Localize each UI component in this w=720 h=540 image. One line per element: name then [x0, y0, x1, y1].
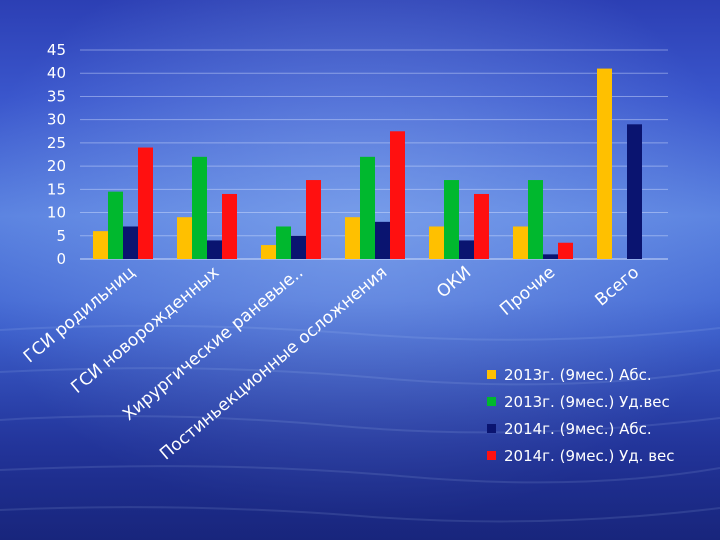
y-tick-label: 35	[47, 87, 66, 105]
bar	[444, 180, 459, 259]
bar	[123, 226, 138, 259]
y-tick-label: 10	[47, 204, 66, 222]
y-tick-label: 45	[47, 41, 66, 59]
bar	[375, 221, 390, 259]
legend-swatch	[487, 370, 496, 379]
bar	[390, 131, 405, 259]
bar	[261, 245, 276, 259]
x-category-label: ГСИ новорожденных	[67, 263, 223, 398]
bar	[222, 193, 237, 259]
bar	[108, 191, 123, 259]
legend-label: 2013г. (9мес.) Уд.вес	[504, 393, 670, 411]
legend-swatch	[487, 424, 496, 433]
legend-label: 2014г. (9мес.) Уд. вес	[504, 447, 675, 465]
bar	[306, 180, 321, 259]
bar	[177, 217, 192, 259]
y-tick-label: 30	[47, 111, 66, 129]
bar	[93, 231, 108, 259]
x-category-label: ОКИ	[433, 263, 475, 303]
bar	[276, 226, 291, 259]
x-category-label: Всего	[591, 263, 643, 311]
legend-swatch	[487, 397, 496, 406]
y-tick-label: 20	[47, 157, 66, 175]
bar	[513, 226, 528, 259]
bar	[543, 254, 558, 259]
bar	[138, 147, 153, 259]
bar	[345, 217, 360, 259]
x-category-label: Прочие	[496, 263, 559, 320]
bar	[207, 240, 222, 259]
bar	[459, 240, 474, 259]
bar	[528, 180, 543, 259]
bar	[192, 156, 207, 259]
legend: 2013г. (9мес.) Абс. 2013г. (9мес.) Уд.вес…	[487, 366, 675, 465]
bar	[627, 124, 642, 259]
legend-label: 2013г. (9мес.) Абс.	[504, 366, 652, 384]
bars	[93, 68, 642, 259]
y-tick-label: 40	[47, 64, 66, 82]
y-tick-label: 25	[47, 134, 66, 152]
legend-swatch	[487, 451, 496, 460]
bar	[360, 156, 375, 259]
bar	[474, 193, 489, 259]
y-axis-ticks: 0 5 10 15 20 25 30 35 40 45	[47, 41, 66, 268]
bar	[597, 68, 612, 259]
y-tick-label: 0	[56, 250, 66, 268]
legend-label: 2014г. (9мес.) Абс.	[504, 420, 652, 438]
bar	[291, 235, 306, 259]
bar	[558, 242, 573, 259]
y-tick-label: 5	[56, 227, 66, 245]
y-tick-label: 15	[47, 180, 66, 198]
bar	[429, 226, 444, 259]
